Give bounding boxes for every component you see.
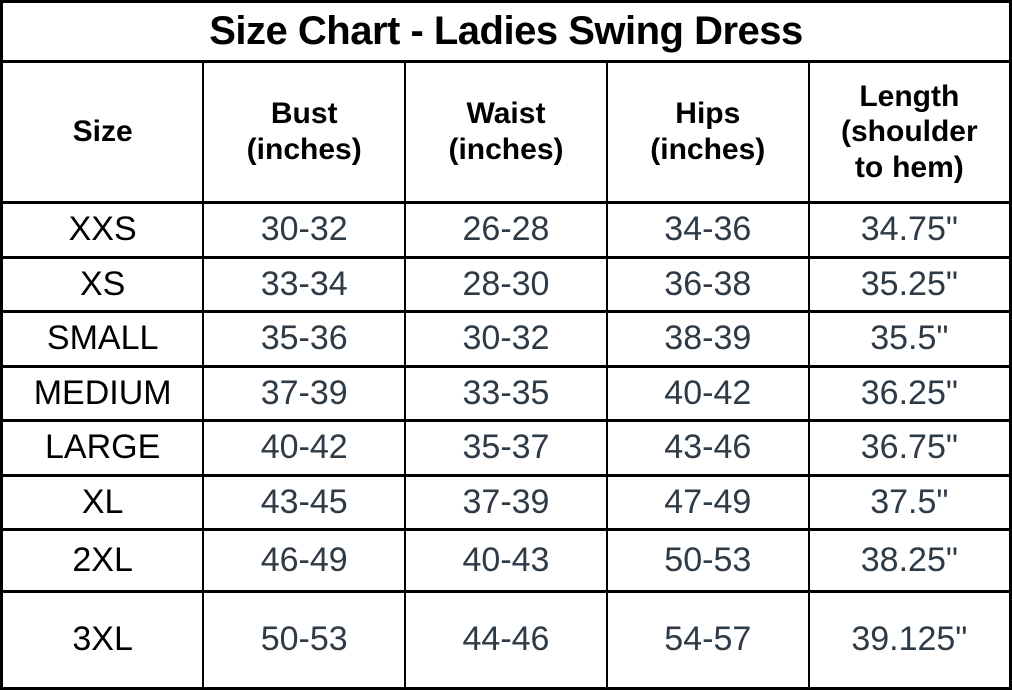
column-header-hips: Hips (inches) (605, 59, 810, 205)
size-label: SMALL (0, 310, 205, 368)
hips-value: 50-53 (605, 528, 810, 593)
bust-value: 50-53 (202, 589, 407, 690)
waist-value: 30-32 (404, 310, 608, 368)
table-row-medium: MEDIUM 37-39 33-35 40-42 36.25" (0, 364, 1012, 423)
title-row: Size Chart - Ladies Swing Dress (0, 0, 1012, 63)
hips-value: 40-42 (605, 364, 810, 423)
header-row: Size Bust (inches) Waist (inches) Hips (… (0, 59, 1012, 205)
size-label: 2XL (0, 528, 205, 593)
hips-value: 34-36 (605, 201, 810, 259)
size-label: MEDIUM (0, 364, 205, 423)
bust-value: 43-45 (202, 473, 407, 532)
column-header-length: Length (shoulder to hem) (807, 59, 1012, 205)
table-row-small: SMALL 35-36 30-32 38-39 35.5" (0, 310, 1012, 368)
table-row-xxs: XXS 30-32 26-28 34-36 34.75" (0, 201, 1012, 259)
length-value: 36.75" (807, 419, 1012, 477)
waist-value: 44-46 (404, 589, 608, 690)
bust-value: 33-34 (202, 255, 407, 314)
table-row-xl: XL 43-45 37-39 47-49 37.5" (0, 473, 1012, 532)
size-label: XS (0, 255, 205, 314)
hips-value: 54-57 (605, 589, 810, 690)
hips-value: 47-49 (605, 473, 810, 532)
table-row-3xl: 3XL 50-53 44-46 54-57 39.125" (0, 589, 1012, 690)
size-label: XXS (0, 201, 205, 259)
size-label: LARGE (0, 419, 205, 477)
size-label: 3XL (0, 589, 205, 690)
waist-value: 26-28 (404, 201, 608, 259)
waist-value: 33-35 (404, 364, 608, 423)
chart-title: Size Chart - Ladies Swing Dress (0, 0, 1012, 63)
bust-value: 37-39 (202, 364, 407, 423)
length-value: 39.125" (807, 589, 1012, 690)
table-row-xs: XS 33-34 28-30 36-38 35.25" (0, 255, 1012, 314)
length-value: 38.25" (807, 528, 1012, 593)
table-row-2xl: 2XL 46-49 40-43 50-53 38.25" (0, 528, 1012, 593)
length-value: 35.5" (807, 310, 1012, 368)
waist-value: 40-43 (404, 528, 608, 593)
waist-value: 28-30 (404, 255, 608, 314)
hips-value: 36-38 (605, 255, 810, 314)
waist-value: 37-39 (404, 473, 608, 532)
bust-value: 30-32 (202, 201, 407, 259)
length-value: 36.25" (807, 364, 1012, 423)
bust-value: 40-42 (202, 419, 407, 477)
waist-value: 35-37 (404, 419, 608, 477)
hips-value: 38-39 (605, 310, 810, 368)
hips-value: 43-46 (605, 419, 810, 477)
bust-value: 35-36 (202, 310, 407, 368)
length-value: 34.75" (807, 201, 1012, 259)
size-label: XL (0, 473, 205, 532)
table-row-large: LARGE 40-42 35-37 43-46 36.75" (0, 419, 1012, 477)
column-header-size: Size (0, 59, 205, 205)
column-header-waist: Waist (inches) (404, 59, 608, 205)
length-value: 35.25" (807, 255, 1012, 314)
column-header-bust: Bust (inches) (202, 59, 407, 205)
length-value: 37.5" (807, 473, 1012, 532)
bust-value: 46-49 (202, 528, 407, 593)
